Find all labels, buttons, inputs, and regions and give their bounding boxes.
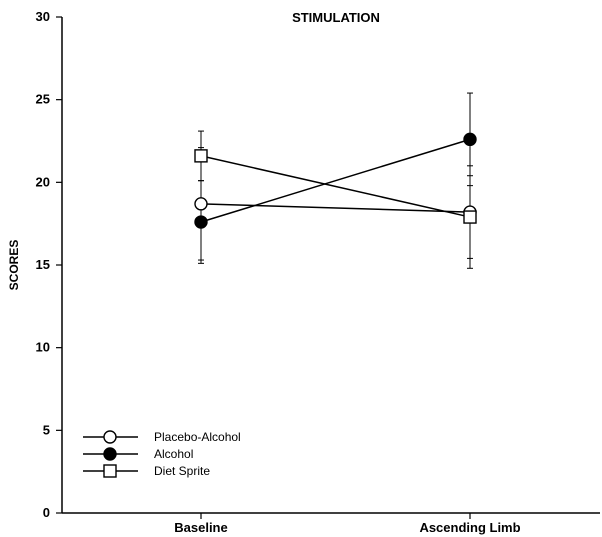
y-tick-label: 30	[36, 9, 50, 24]
y-axis-title: SCORES	[7, 240, 21, 291]
series-line	[200, 155, 471, 218]
chart-title: STIMULATION	[292, 10, 380, 25]
y-tick-label: 10	[36, 340, 50, 355]
legend-label: Alcohol	[154, 447, 193, 461]
data-point	[463, 210, 477, 224]
y-tick-label: 0	[43, 505, 50, 520]
legend-marker	[103, 464, 117, 478]
data-point	[194, 215, 208, 229]
legend: Placebo-Alcohol Alcohol Diet Sprite	[83, 430, 241, 478]
legend-marker	[103, 447, 117, 461]
legend-label: Diet Sprite	[154, 464, 210, 478]
data-point	[194, 149, 208, 163]
x-tick-label: Baseline	[174, 520, 227, 535]
series-line	[200, 203, 471, 213]
y-tick-label: 15	[36, 257, 50, 272]
legend-marker	[103, 430, 117, 444]
y-tick-label: 20	[36, 174, 50, 189]
y-tick-label: 25	[36, 92, 50, 107]
data-point	[463, 132, 477, 147]
y-tick-label: 5	[43, 422, 50, 437]
legend-label: Placebo-Alcohol	[154, 430, 241, 444]
plot-area: 0 5 10 15 20 25 30 Baseline Ascending Limb	[36, 9, 600, 535]
series-line	[200, 138, 471, 223]
x-tick-label: Ascending Limb	[419, 520, 520, 535]
data-point	[194, 197, 208, 211]
